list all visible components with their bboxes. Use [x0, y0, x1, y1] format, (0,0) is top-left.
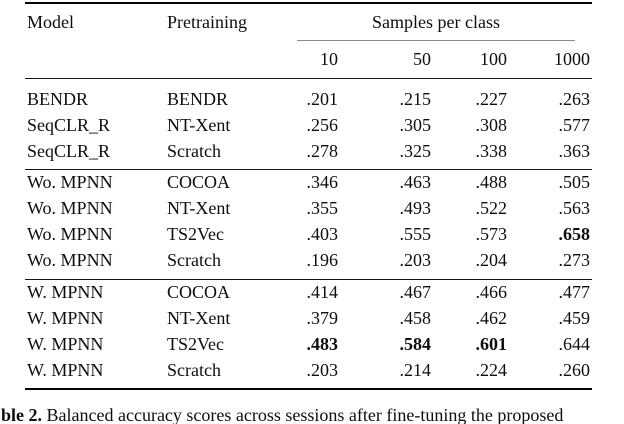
cell-value: .577: [558, 115, 591, 135]
cell-value: .203: [399, 250, 432, 270]
samples-cmidrule: [297, 40, 575, 42]
cell-value: .463: [399, 172, 432, 192]
cell-value: .462: [475, 308, 508, 328]
cell-value: .201: [306, 89, 339, 109]
cell-value: .196: [306, 250, 339, 270]
cell-model: SeqCLR_R: [27, 115, 111, 135]
cell-value: .573: [475, 224, 508, 244]
cell-value: .203: [306, 360, 339, 380]
table-row: Wo. MPNN NT-Xent .355 .493 .522 .563: [0, 199, 624, 219]
table-row: Wo. MPNN TS2Vec .403 .555 .573 .658: [0, 225, 624, 245]
cell-value: .505: [558, 172, 591, 192]
column-header-model: Model: [27, 12, 74, 32]
table-row: W. MPNN TS2Vec .483 .584 .601 .644: [0, 335, 624, 355]
column-header-100: 100: [480, 49, 507, 69]
cell-value: .215: [399, 89, 432, 109]
cell-value: .263: [558, 89, 591, 109]
cell-value: .483: [306, 334, 339, 354]
cell-model: BENDR: [27, 89, 89, 109]
cell-pretraining: NT-Xent: [167, 308, 231, 328]
cell-model: Wo. MPNN: [27, 224, 113, 244]
cell-value: .458: [399, 308, 432, 328]
table-toprule: [25, 2, 592, 5]
table-row: W. MPNN NT-Xent .379 .458 .462 .459: [0, 309, 624, 329]
cell-value: .459: [558, 308, 591, 328]
cell-pretraining: TS2Vec: [167, 334, 224, 354]
cell-pretraining: COCOA: [167, 282, 231, 302]
section-midrule-2: [25, 278, 592, 280]
cell-value: .379: [306, 308, 339, 328]
cell-pretraining: BENDR: [167, 89, 229, 109]
table-row: SeqCLR_R NT-Xent .256 .305 .308 .577: [0, 116, 624, 136]
caption-label: ble 2.: [1, 405, 43, 424]
cell-value: .260: [558, 360, 591, 380]
cell-value: .355: [306, 198, 339, 218]
cell-value: .466: [475, 282, 508, 302]
cell-value: .256: [306, 115, 339, 135]
cell-value: .601: [475, 334, 508, 354]
cell-model: W. MPNN: [27, 334, 104, 354]
cell-value: .278: [306, 141, 339, 161]
cell-value: .488: [475, 172, 508, 192]
cell-pretraining: Scratch: [167, 360, 221, 380]
cell-value: .224: [475, 360, 508, 380]
cell-value: .204: [475, 250, 508, 270]
table-row: Wo. MPNN Scratch .196 .203 .204 .273: [0, 251, 624, 271]
cell-pretraining: COCOA: [167, 172, 231, 192]
cell-value: .363: [558, 141, 591, 161]
table-row: Wo. MPNN COCOA .346 .463 .488 .505: [0, 173, 624, 193]
cell-model: Wo. MPNN: [27, 172, 113, 192]
cell-value: .467: [399, 282, 432, 302]
cell-pretraining: TS2Vec: [167, 224, 224, 244]
cell-value: .227: [475, 89, 508, 109]
cell-value: .414: [306, 282, 339, 302]
cell-model: Wo. MPNN: [27, 250, 113, 270]
cell-model: W. MPNN: [27, 360, 104, 380]
cell-value: .563: [558, 198, 591, 218]
caption-text: Balanced accuracy scores across sessions…: [46, 405, 564, 424]
table-row: SeqCLR_R Scratch .278 .325 .338 .363: [0, 142, 624, 162]
column-header-50: 50: [413, 49, 431, 69]
cell-value: .658: [558, 224, 591, 244]
cell-value: .584: [399, 334, 432, 354]
column-header-1000: 1000: [554, 49, 590, 69]
cell-value: .644: [558, 334, 591, 354]
column-header-10: 10: [320, 49, 338, 69]
cell-value: .214: [399, 360, 432, 380]
table-caption: ble 2. Balanced accuracy scores across s…: [1, 406, 624, 424]
cell-pretraining: Scratch: [167, 141, 221, 161]
column-header-pretraining: Pretraining: [167, 12, 247, 32]
cell-value: .477: [558, 282, 591, 302]
table-bottomrule: [25, 388, 592, 391]
cell-model: Wo. MPNN: [27, 198, 113, 218]
cell-pretraining: NT-Xent: [167, 115, 231, 135]
cell-value: .555: [399, 224, 432, 244]
column-group-header-samples-per-class: Samples per class: [372, 12, 500, 32]
table-row: BENDR BENDR .201 .215 .227 .263: [0, 90, 624, 110]
cell-value: .338: [475, 141, 508, 161]
cell-model: W. MPNN: [27, 308, 104, 328]
cell-model: SeqCLR_R: [27, 141, 111, 161]
cell-pretraining: Scratch: [167, 250, 221, 270]
section-midrule-1: [25, 168, 592, 170]
table-row: W. MPNN Scratch .203 .214 .224 .260: [0, 361, 624, 381]
cell-value: .305: [399, 115, 432, 135]
cell-value: .522: [475, 198, 508, 218]
cell-value: .308: [475, 115, 508, 135]
cell-value: .273: [558, 250, 591, 270]
cell-value: .346: [306, 172, 339, 192]
cell-pretraining: NT-Xent: [167, 198, 231, 218]
header-midrule: [25, 77, 592, 79]
cell-value: .403: [306, 224, 339, 244]
cell-value: .493: [399, 198, 432, 218]
cell-model: W. MPNN: [27, 282, 104, 302]
cell-value: .325: [399, 141, 432, 161]
table-row: W. MPNN COCOA .414 .467 .466 .477: [0, 283, 624, 303]
